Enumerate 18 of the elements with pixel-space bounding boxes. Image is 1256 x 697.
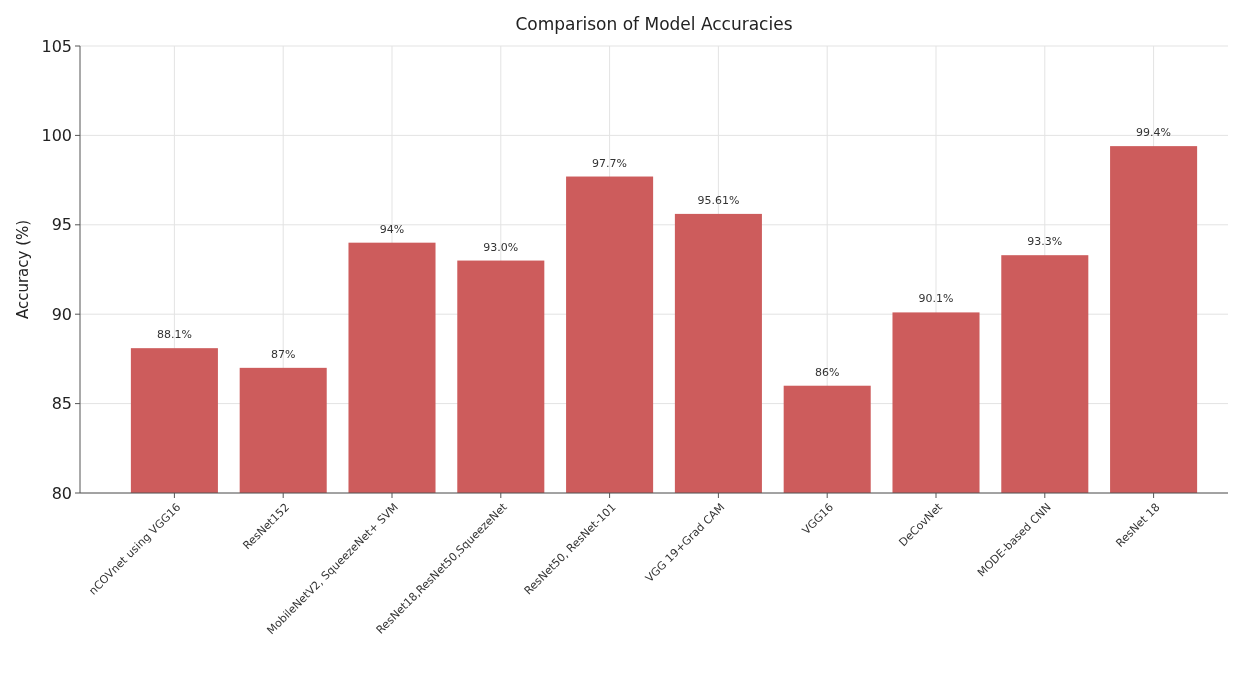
data-label: 97.7% (592, 156, 628, 170)
data-label: 93.3% (1027, 235, 1063, 249)
data-label: 93.0% (483, 240, 519, 254)
y-tick-label: 100 (41, 126, 72, 145)
data-label: 99.4% (1136, 126, 1172, 140)
y-tick-label: 95 (51, 215, 72, 235)
data-label: 88.1% (156, 328, 192, 342)
data-label: 94% (379, 222, 405, 236)
data-label: 90.1% (918, 292, 954, 306)
y-tick-label: 90 (51, 304, 72, 324)
y-axis-title: Accuracy (%) (14, 219, 32, 320)
chart-title: Comparison of Model Accuracies (515, 14, 793, 34)
y-tick-label: 85 (51, 394, 72, 414)
y-tick-label: 105 (41, 36, 72, 56)
y-tick-label: 80 (51, 483, 72, 503)
data-label: 87% (270, 347, 296, 361)
data-label: 95.61% (697, 193, 740, 207)
data-label: 86% (814, 365, 840, 379)
